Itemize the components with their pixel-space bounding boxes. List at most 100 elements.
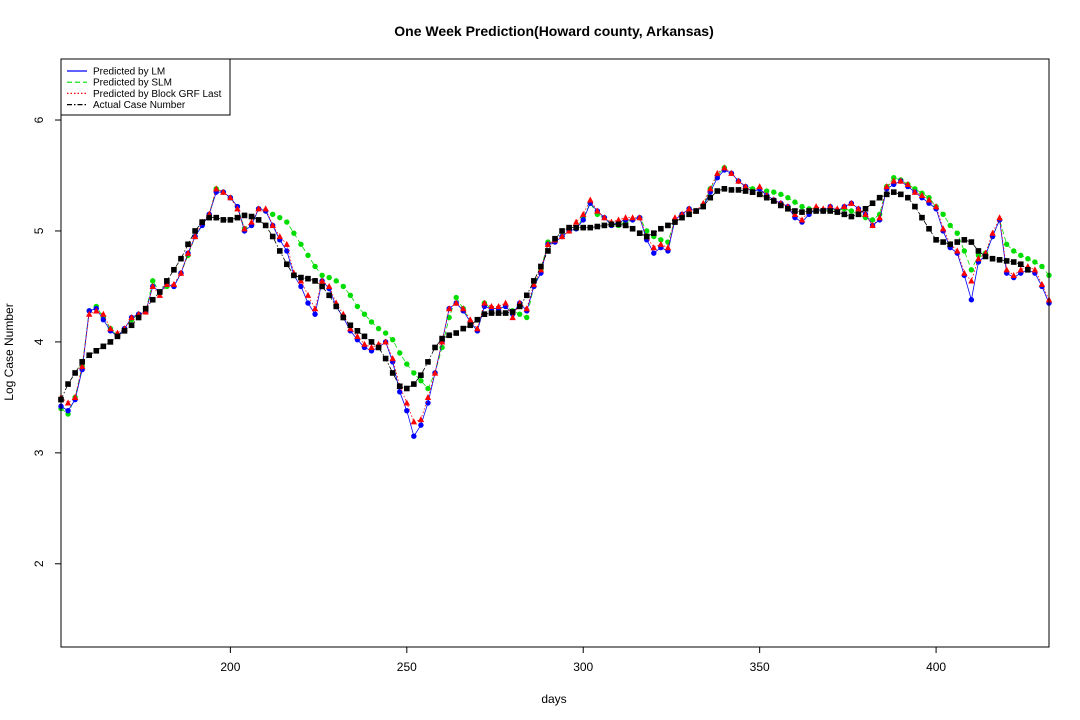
data-point-actual-case-number — [291, 272, 297, 279]
data-point-actual-case-number — [474, 316, 481, 323]
data-point-predicted-by-slm — [771, 189, 777, 195]
data-point-predicted-by-block-grf-last — [410, 418, 418, 425]
data-point-actual-case-number — [319, 283, 325, 290]
data-point-predicted-by-slm — [848, 208, 855, 214]
series-actual-case-number — [58, 186, 1031, 403]
data-point-actual-case-number — [820, 208, 826, 214]
data-point-actual-case-number — [883, 191, 890, 198]
data-point-predicted-by-lm — [651, 250, 657, 256]
data-point-actual-case-number — [636, 230, 643, 236]
data-point-actual-case-number — [601, 222, 608, 229]
x-tick-label: 350 — [750, 660, 770, 674]
data-point-predicted-by-slm — [1011, 248, 1017, 254]
data-point-actual-case-number — [516, 303, 523, 310]
data-point-actual-case-number — [841, 211, 848, 218]
data-point-actual-case-number — [1025, 266, 1031, 273]
data-point-actual-case-number — [559, 228, 565, 234]
data-point-predicted-by-lm — [425, 400, 431, 406]
data-point-actual-case-number — [580, 224, 587, 231]
data-point-predicted-by-block-grf-last — [170, 280, 178, 287]
data-point-predicted-by-block-grf-last — [354, 332, 361, 339]
data-point-predicted-by-slm — [954, 230, 960, 236]
data-point-actual-case-number — [594, 223, 601, 230]
data-point-predicted-by-block-grf-last — [156, 291, 163, 298]
data-point-actual-case-number — [262, 222, 269, 229]
data-point-predicted-by-lm — [418, 422, 424, 428]
data-point-predicted-by-block-grf-last — [128, 314, 135, 321]
data-point-predicted-by-block-grf-last — [1017, 266, 1024, 273]
data-point-actual-case-number — [862, 205, 869, 212]
data-point-predicted-by-block-grf-last — [445, 305, 453, 312]
data-point-predicted-by-block-grf-last — [530, 280, 538, 287]
data-point-predicted-by-block-grf-last — [1038, 280, 1046, 287]
data-point-predicted-by-block-grf-last — [798, 216, 806, 223]
plot-frame — [60, 58, 1050, 648]
data-point-predicted-by-lm — [411, 433, 417, 439]
data-point-actual-case-number — [898, 191, 904, 198]
data-point-actual-case-number — [439, 335, 445, 342]
data-point-actual-case-number — [806, 208, 812, 214]
data-point-predicted-by-block-grf-last — [855, 205, 862, 212]
data-point-predicted-by-slm — [397, 350, 403, 356]
data-point-actual-case-number — [375, 344, 382, 351]
data-point-actual-case-number — [622, 222, 629, 229]
data-point-predicted-by-block-grf-last — [403, 399, 410, 406]
data-point-predicted-by-slm — [1032, 259, 1038, 265]
data-point-predicted-by-block-grf-last — [939, 225, 947, 232]
data-point-predicted-by-block-grf-last — [220, 188, 227, 195]
data-point-actual-case-number — [213, 214, 220, 221]
data-point-actual-case-number — [340, 314, 347, 321]
data-point-actual-case-number — [996, 257, 1003, 263]
data-point-actual-case-number — [707, 194, 714, 201]
data-point-predicted-by-block-grf-last — [587, 196, 594, 203]
data-point-predicted-by-block-grf-last — [318, 277, 326, 284]
data-point-predicted-by-block-grf-last — [64, 399, 72, 406]
x-axis-label: days — [541, 692, 566, 706]
data-point-predicted-by-block-grf-last — [622, 214, 629, 221]
data-point-predicted-by-block-grf-last — [248, 218, 255, 225]
data-point-actual-case-number — [778, 202, 784, 209]
data-point-actual-case-number — [587, 224, 594, 231]
data-point-predicted-by-block-grf-last — [1003, 266, 1010, 273]
data-point-predicted-by-slm — [517, 311, 523, 317]
data-point-actual-case-number — [686, 211, 692, 218]
data-point-actual-case-number — [326, 292, 332, 299]
data-point-predicted-by-block-grf-last — [925, 196, 933, 203]
data-point-predicted-by-slm — [404, 361, 410, 367]
data-point-predicted-by-block-grf-last — [580, 210, 587, 217]
data-point-actual-case-number — [672, 219, 678, 225]
data-point-predicted-by-block-grf-last — [544, 240, 552, 247]
data-point-actual-case-number — [298, 274, 304, 281]
data-point-actual-case-number — [368, 339, 375, 345]
data-point-actual-case-number — [728, 187, 735, 193]
data-point-actual-case-number — [693, 208, 699, 214]
x-axis: 200 250 300 350 400 — [220, 647, 946, 674]
data-point-predicted-by-block-grf-last — [481, 299, 488, 306]
data-point-actual-case-number — [940, 239, 946, 245]
data-point-predicted-by-slm — [1039, 263, 1045, 270]
data-point-actual-case-number — [411, 381, 417, 387]
data-point-actual-case-number — [100, 343, 107, 350]
data-point-predicted-by-block-grf-last — [989, 229, 996, 236]
data-point-actual-case-number — [199, 219, 205, 225]
data-point-predicted-by-slm — [1025, 255, 1031, 262]
data-point-actual-case-number — [735, 187, 742, 193]
x-tick-label: 200 — [220, 660, 240, 674]
data-point-predicted-by-block-grf-last — [890, 177, 897, 184]
legend-label-predicted-by-lm: Predicted by LM — [93, 67, 165, 78]
data-point-predicted-by-lm — [305, 300, 311, 306]
data-point-predicted-by-block-grf-last — [311, 305, 319, 312]
y-tick-label: 4 — [32, 338, 46, 345]
data-point-actual-case-number — [404, 385, 410, 392]
data-point-predicted-by-slm — [785, 194, 791, 201]
data-point-predicted-by-block-grf-last — [424, 393, 432, 400]
data-point-actual-case-number — [792, 208, 798, 214]
data-point-predicted-by-block-grf-last — [812, 203, 820, 210]
data-point-predicted-by-lm — [968, 297, 975, 303]
data-point-actual-case-number — [149, 296, 156, 303]
data-point-actual-case-number — [72, 370, 78, 376]
data-point-actual-case-number — [538, 263, 544, 270]
data-point-predicted-by-block-grf-last — [389, 355, 396, 362]
data-point-actual-case-number — [460, 325, 467, 332]
